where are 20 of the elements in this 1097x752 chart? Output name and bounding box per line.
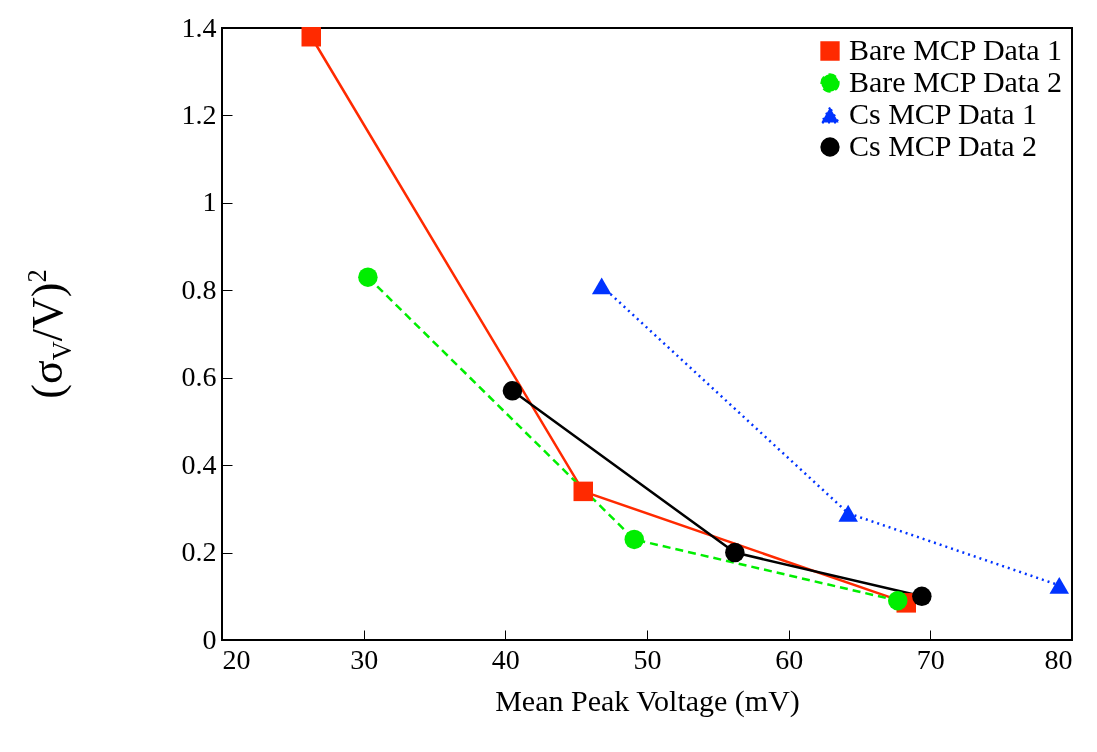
legend-label: Bare MCP Data 1 bbox=[849, 33, 1063, 66]
x-tick-label: 50 bbox=[633, 643, 662, 675]
y-tick-label: 0 bbox=[202, 623, 217, 655]
x-axis-title: Mean Peak Voltage (mV) bbox=[495, 683, 800, 718]
x-tick-label: 40 bbox=[491, 643, 520, 675]
y-tick-label: 0.4 bbox=[181, 448, 217, 480]
y-tick-label: 0.8 bbox=[181, 273, 217, 305]
y-tick-label: 1.2 bbox=[181, 98, 217, 130]
y-tick-label: 0.6 bbox=[181, 361, 217, 393]
x-tick-label: 30 bbox=[350, 643, 379, 675]
y-tick-label: 1.4 bbox=[181, 11, 217, 43]
y-tick-label: 1 bbox=[202, 186, 217, 218]
x-tick-label: 20 bbox=[222, 643, 251, 675]
legend-label: Bare MCP Data 2 bbox=[849, 65, 1063, 98]
x-tick-label: 70 bbox=[916, 643, 945, 675]
x-tick-label: 80 bbox=[1044, 643, 1073, 675]
y-tick-label: 0.2 bbox=[181, 536, 217, 568]
legend-label: Cs MCP Data 2 bbox=[849, 129, 1038, 162]
x-tick-label: 60 bbox=[775, 643, 804, 675]
legend-label: Cs MCP Data 1 bbox=[849, 97, 1038, 130]
